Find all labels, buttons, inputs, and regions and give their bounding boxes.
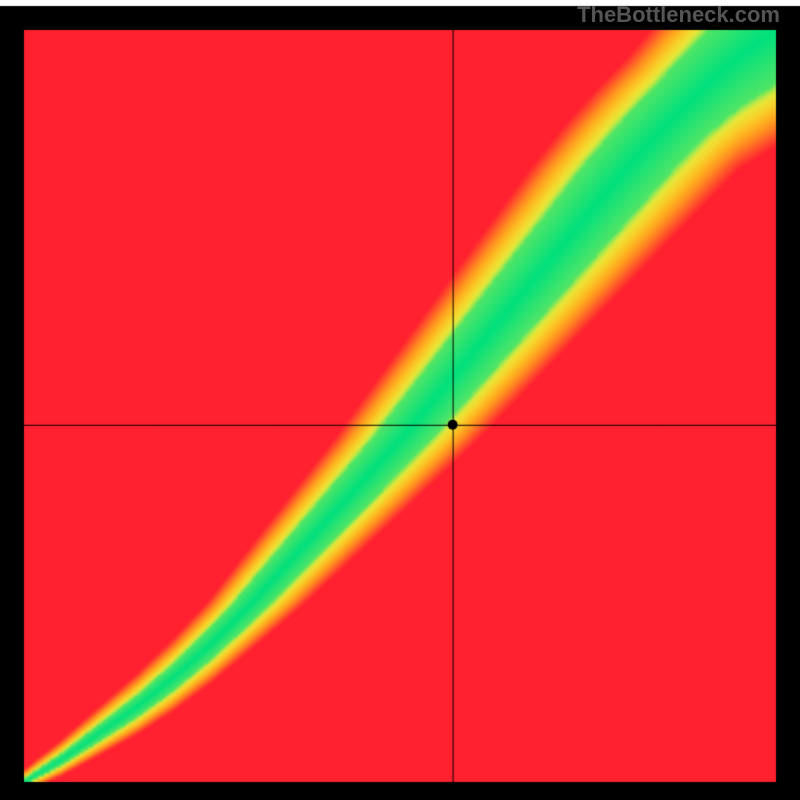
heatmap-chart [0, 0, 800, 800]
watermark-text: TheBottleneck.com [577, 2, 780, 28]
